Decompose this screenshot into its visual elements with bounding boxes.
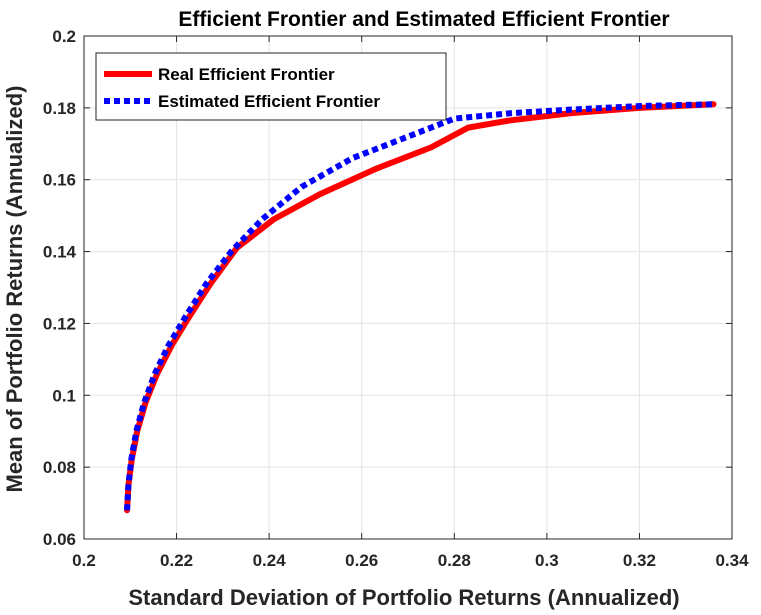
series-layer <box>124 101 717 514</box>
x-tick-label-6: 0.32 <box>623 551 656 570</box>
legend: Real Efficient Frontier Estimated Effici… <box>95 52 447 121</box>
y-tick-label-3: 0.12 <box>43 314 76 333</box>
tick-marks <box>83 35 733 540</box>
y-tick-label-5: 0.16 <box>43 171 76 190</box>
legend-label-estimated: Estimated Efficient Frontier <box>158 92 380 111</box>
y-tick-label-0: 0.06 <box>43 530 76 549</box>
x-tick-label-1: 0.22 <box>160 551 193 570</box>
plot-frame <box>83 35 733 540</box>
x-tick-label-7: 0.34 <box>715 551 749 570</box>
y-tick-label-6: 0.18 <box>43 99 76 118</box>
y-tick-label-2: 0.1 <box>52 386 76 405</box>
x-tick-label-4: 0.28 <box>438 551 471 570</box>
y-tick-labels: 0.06 0.08 0.1 0.12 0.14 0.16 0.18 0.2 <box>43 27 77 549</box>
x-tick-label-0: 0.2 <box>72 551 96 570</box>
chart-title: Efficient Frontier and Estimated Efficie… <box>178 8 669 31</box>
y-tick-label-1: 0.08 <box>43 458 76 477</box>
y-tick-label-4: 0.14 <box>43 243 77 262</box>
y-tick-label-7: 0.2 <box>52 27 76 46</box>
x-axis-label: Standard Deviation of Portfolio Returns … <box>128 585 679 610</box>
x-tick-label-2: 0.24 <box>253 551 287 570</box>
x-tick-label-3: 0.26 <box>345 551 378 570</box>
series-line-estimated <box>124 101 714 511</box>
legend-box <box>95 52 447 121</box>
x-tick-label-5: 0.3 <box>535 551 559 570</box>
y-axis-label: Mean of Portfolio Returns (Annualized) <box>2 86 27 493</box>
legend-label-real: Real Efficient Frontier <box>158 65 335 84</box>
x-tick-labels: 0.2 0.22 0.24 0.26 0.28 0.3 0.32 0.34 <box>72 551 749 570</box>
